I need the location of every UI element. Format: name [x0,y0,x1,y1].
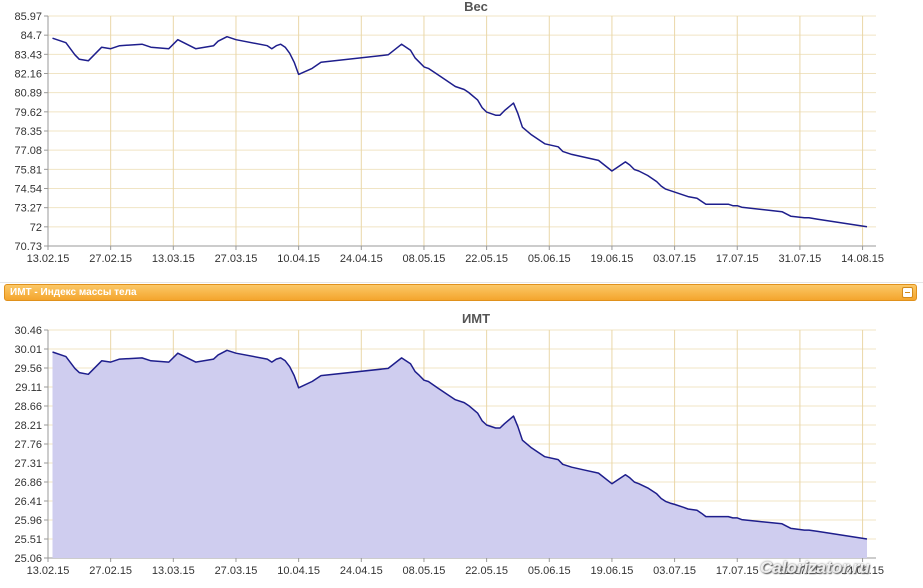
y-tick-label: 75.81 [14,164,42,176]
y-tick-label: 25.06 [14,553,42,565]
watermark-logo: Calorizator.ru [760,558,870,577]
x-tick-label: 27.03.15 [215,565,258,577]
series-line [52,35,868,228]
x-tick-label: 27.02.15 [89,253,132,265]
y-tick-label: 77.08 [14,145,42,157]
y-tick-label: 82.16 [14,69,42,81]
y-tick-label: 30.01 [14,344,42,356]
x-tick-label: 08.05.15 [403,565,446,577]
x-tick-label: 24.04.15 [340,253,383,265]
x-tick-label: 31.07.15 [778,565,821,577]
x-tick-label: 05.06.15 [528,565,571,577]
x-tick-label: 17.07.15 [716,565,759,577]
y-tick-label: 80.89 [14,88,42,100]
x-tick-label: 24.04.15 [340,565,383,577]
y-tick-label: 30.46 [14,325,42,337]
y-tick-label: 28.21 [14,420,42,432]
x-tick-label: 08.05.15 [403,253,446,265]
y-tick-label: 26.41 [14,496,42,508]
bmi-section-bar[interactable]: ИМТ - Индекс массы тела [4,284,917,301]
x-tick-label: 13.03.15 [152,253,195,265]
minus-icon[interactable] [902,287,913,298]
x-tick-label: 03.07.15 [653,253,696,265]
x-tick-label: 17.07.15 [716,253,759,265]
x-tick-label: 13.02.15 [27,253,70,265]
x-tick-label: 27.03.15 [215,253,258,265]
x-tick-label: 14.08.15 [841,253,884,265]
x-tick-label: 22.05.15 [465,565,508,577]
bmi-section-label: ИМТ - Индекс массы тела [10,287,137,298]
y-tick-label: 70.73 [14,241,42,253]
y-tick-label: 83.43 [14,49,42,61]
x-tick-label: 14.08.15 [841,565,884,577]
x-tick-label: 13.02.15 [27,565,70,577]
y-tick-label: 72 [30,222,42,234]
y-tick-label: 27.76 [14,439,42,451]
y-tick-label: 25.96 [14,515,42,527]
y-tick-label: 78.35 [14,126,42,138]
x-tick-label: 31.07.15 [778,253,821,265]
x-tick-label: 13.03.15 [152,565,195,577]
y-tick-label: 84.7 [21,30,42,42]
y-tick-label: 29.11 [15,382,42,394]
x-tick-label: 10.04.15 [277,253,320,265]
y-tick-label: 79.62 [14,107,42,119]
y-tick-label: 73.27 [14,203,42,215]
y-tick-label: 27.31 [14,458,42,470]
y-tick-label: 74.54 [14,184,42,196]
x-tick-label: 19.06.15 [591,565,634,577]
chart-title: Вес [464,0,488,14]
x-tick-label: 27.02.15 [89,565,132,577]
chart-title: ИМТ [462,311,490,326]
y-tick-label: 85.97 [14,11,42,23]
y-tick-label: 29.56 [14,363,42,375]
x-tick-label: 22.05.15 [465,253,508,265]
section-divider [0,282,923,283]
x-tick-label: 10.04.15 [277,565,320,577]
x-tick-label: 19.06.15 [591,253,634,265]
y-tick-label: 26.86 [14,477,42,489]
y-tick-label: 28.66 [14,401,42,413]
x-tick-label: 05.06.15 [528,253,571,265]
y-tick-label: 25.51 [14,534,42,546]
series-area [52,350,867,558]
x-tick-label: 03.07.15 [653,565,696,577]
series-line [52,349,868,540]
